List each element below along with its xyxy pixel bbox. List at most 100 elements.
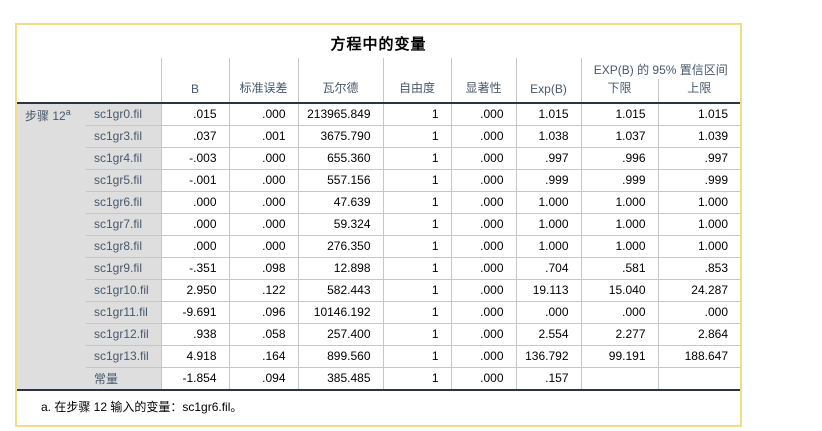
table-row: sc1gr7.fil .000 .000 59.324 1 .000 1.000… [17, 212, 740, 235]
value-cell-lower: .581 [580, 256, 658, 279]
variable-label-cell: sc1gr4.fil [86, 146, 161, 169]
value-cell-b: 4.918 [160, 344, 229, 367]
value-cell-upper: .999 [657, 168, 740, 191]
value-cell-df: 1 [382, 300, 451, 323]
value-cell-expb: 1.015 [515, 102, 581, 125]
value-cell-expb: .999 [515, 168, 581, 191]
value-cell-sig: .000 [450, 234, 516, 257]
value-cell-se: .164 [228, 344, 298, 367]
table-row: sc1gr9.fil -.351 .098 12.898 1 .000 .704… [17, 256, 740, 279]
value-cell-se: .000 [228, 168, 298, 191]
value-cell-upper: .000 [657, 300, 740, 323]
value-cell-b: -1.854 [160, 366, 229, 391]
value-cell-sig: .000 [450, 212, 516, 235]
value-cell-df: 1 [382, 124, 451, 147]
table-row: sc1gr6.fil .000 .000 47.639 1 .000 1.000… [17, 190, 740, 213]
value-cell-df: 1 [382, 322, 451, 345]
value-cell-upper: 2.864 [657, 322, 740, 345]
value-cell-df: 1 [382, 278, 451, 301]
table-row: 常量 -1.854 .094 385.485 1 .000 .157 [17, 366, 740, 391]
value-cell-expb: .157 [515, 366, 581, 391]
value-cell-upper: .997 [657, 146, 740, 169]
value-cell-expb: 136.792 [515, 344, 581, 367]
value-cell-wald: 582.443 [297, 278, 383, 301]
variable-label-cell: sc1gr9.fil [86, 256, 161, 279]
value-cell-upper: 188.647 [657, 344, 740, 367]
value-cell-upper: 1.000 [657, 212, 740, 235]
table-header: B 标准误差 瓦尔德 自由度 显著性 Exp(B) EXP(B) 的 95% 置… [17, 58, 740, 103]
value-cell-se: .122 [228, 278, 298, 301]
value-cell-lower: 15.040 [580, 278, 658, 301]
value-cell-lower: 1.000 [580, 190, 658, 213]
value-cell-se: .000 [228, 212, 298, 235]
table-body: 步骤 12a sc1gr0.fil .015 .000 213965.849 1… [17, 102, 740, 391]
column-header-sig: 显著性 [450, 58, 516, 103]
value-cell-upper: 1.000 [657, 190, 740, 213]
value-cell-wald: 10146.192 [297, 300, 383, 323]
column-header-ci-lower: 下限 [580, 79, 658, 103]
variables-in-equation-table: B 标准误差 瓦尔德 自由度 显著性 Exp(B) EXP(B) 的 95% 置… [17, 58, 740, 391]
value-cell-df: 1 [382, 146, 451, 169]
table-row: sc1gr8.fil .000 .000 276.350 1 .000 1.00… [17, 234, 740, 257]
value-cell-se: .096 [228, 300, 298, 323]
value-cell-lower: .999 [580, 168, 658, 191]
column-header-ci-upper: 上限 [657, 79, 740, 103]
value-cell-lower: .996 [580, 146, 658, 169]
table-row: sc1gr4.fil -.003 .000 655.360 1 .000 .99… [17, 146, 740, 169]
value-cell-b: .000 [160, 190, 229, 213]
value-cell-df: 1 [382, 234, 451, 257]
value-cell-b: .015 [160, 102, 229, 125]
variable-label-cell: sc1gr11.fil [86, 300, 161, 323]
table-row: sc1gr5.fil -.001 .000 557.156 1 .000 .99… [17, 168, 740, 191]
column-header-se: 标准误差 [228, 58, 298, 103]
value-cell-upper: 1.000 [657, 234, 740, 257]
value-cell-df: 1 [382, 212, 451, 235]
value-cell-b: -.003 [160, 146, 229, 169]
table-row: sc1gr12.fil .938 .058 257.400 1 .000 2.5… [17, 322, 740, 345]
value-cell-lower: 1.000 [580, 212, 658, 235]
value-cell-expb: 1.000 [515, 212, 581, 235]
value-cell-lower: 1.015 [580, 102, 658, 125]
variable-label-cell: 常量 [86, 366, 161, 391]
value-cell-b: -.351 [160, 256, 229, 279]
value-cell-wald: 276.350 [297, 234, 383, 257]
value-cell-wald: 899.560 [297, 344, 383, 367]
value-cell-wald: 47.639 [297, 190, 383, 213]
column-header-df: 自由度 [382, 58, 451, 103]
value-cell-lower: 1.000 [580, 234, 658, 257]
variable-label-cell: sc1gr3.fil [86, 124, 161, 147]
step-label-cell: 步骤 12a [17, 102, 86, 391]
variable-label-cell: sc1gr10.fil [86, 278, 161, 301]
table-row: 步骤 12a sc1gr0.fil .015 .000 213965.849 1… [17, 102, 740, 391]
variable-label-cell: sc1gr13.fil [86, 344, 161, 367]
value-cell-expb: 2.554 [515, 322, 581, 345]
value-cell-sig: .000 [450, 168, 516, 191]
value-cell-upper [657, 366, 740, 391]
value-cell-expb: 1.038 [515, 124, 581, 147]
value-cell-wald: 557.156 [297, 168, 383, 191]
table-row: sc1gr3.fil .037 .001 3675.790 1 .000 1.0… [17, 124, 740, 147]
value-cell-expb: .704 [515, 256, 581, 279]
column-header-ci-span: EXP(B) 的 95% 置信区间 [580, 58, 740, 79]
column-header-wald: 瓦尔德 [297, 58, 383, 103]
value-cell-lower: 99.191 [580, 344, 658, 367]
table-title: 方程中的变量 [330, 36, 427, 53]
value-cell-upper: 1.015 [657, 102, 740, 125]
table-row: sc1gr11.fil -9.691 .096 10146.192 1 .000… [17, 300, 740, 323]
value-cell-se: .001 [228, 124, 298, 147]
value-cell-b: .938 [160, 322, 229, 345]
value-cell-expb: 19.113 [515, 278, 581, 301]
value-cell-wald: 655.360 [297, 146, 383, 169]
value-cell-sig: .000 [450, 322, 516, 345]
pivot-table-frame[interactable]: 方程中的变量 B 标准误差 瓦尔德 自由度 显著性 Exp(B) EXP(B) … [15, 23, 742, 427]
step-footnote-marker: a [65, 107, 71, 117]
value-cell-b: -.001 [160, 168, 229, 191]
value-cell-se: .000 [228, 146, 298, 169]
value-cell-se: .000 [228, 102, 298, 125]
variable-label-cell: sc1gr12.fil [86, 322, 161, 345]
value-cell-sig: .000 [450, 102, 516, 125]
value-cell-sig: .000 [450, 146, 516, 169]
column-header-b: B [160, 58, 229, 103]
step-label: 步骤 12 [25, 109, 66, 123]
value-cell-wald: 12.898 [297, 256, 383, 279]
